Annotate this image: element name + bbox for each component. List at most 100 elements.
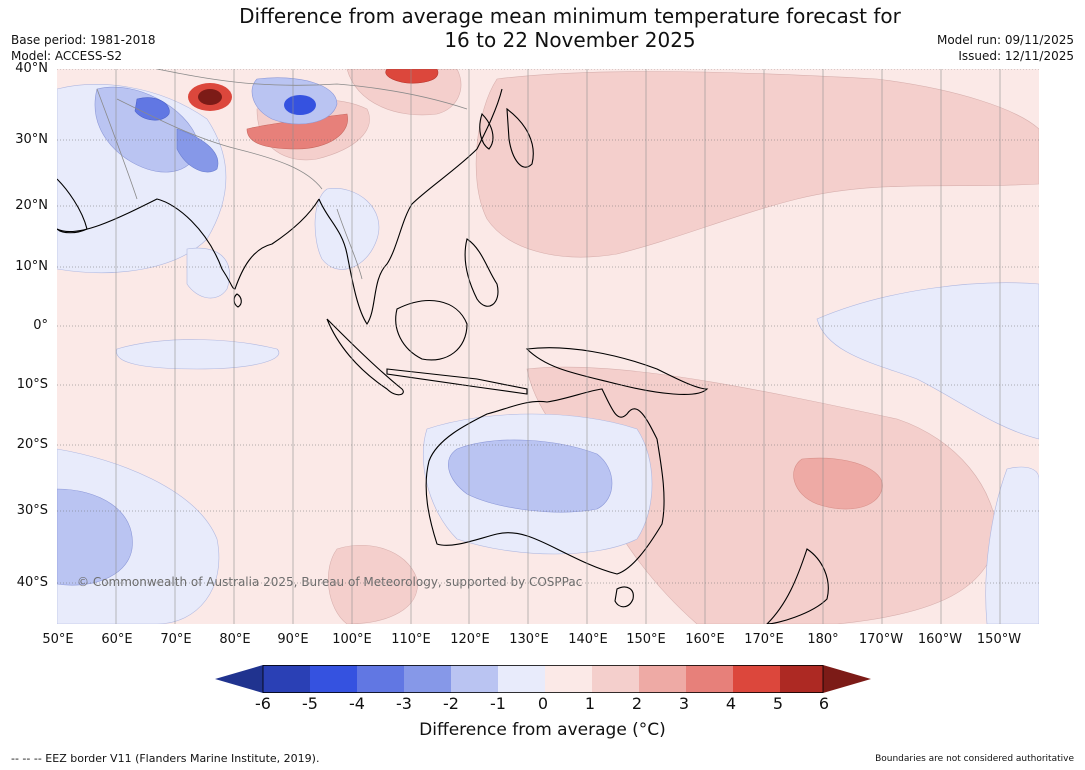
lat-label-30n: 30°N bbox=[15, 132, 48, 147]
colorbar-swatch bbox=[357, 665, 404, 693]
coast-java bbox=[386, 368, 528, 395]
meta-left: Base period: 1981-2018 Model: ACCESS-S2 bbox=[11, 32, 156, 64]
lon-label-180: 180° bbox=[807, 632, 839, 647]
warm-region-north-china bbox=[346, 69, 462, 116]
coast-sri-lanka bbox=[233, 293, 242, 308]
coast-new-zealand bbox=[766, 548, 829, 624]
colorbar-tick: 6 bbox=[818, 694, 830, 713]
eez-border-note: -- -- -- EEZ border V11 (Flanders Marine… bbox=[11, 752, 320, 765]
boundaries-disclaimer: Boundaries are not considered authoritat… bbox=[875, 754, 1074, 764]
lon-label-80e: 80°E bbox=[219, 632, 251, 647]
hot-spot-tarim-core bbox=[198, 89, 222, 105]
colorbar-swatch bbox=[310, 665, 357, 693]
lat-label-40s: 40°S bbox=[16, 575, 48, 590]
lat-label-30s: 30°S bbox=[16, 503, 48, 518]
meta-right: Model run: 09/11/2025 Issued: 12/11/2025 bbox=[937, 32, 1074, 64]
colorbar-tick: -5 bbox=[302, 694, 318, 713]
lon-label-50e: 50°E bbox=[42, 632, 74, 647]
coast-arabia bbox=[57, 178, 88, 234]
anomaly-warm-regions bbox=[188, 69, 1039, 624]
map-svg bbox=[57, 69, 1039, 624]
title-line-2: 16 to 22 November 2025 bbox=[444, 28, 696, 52]
border-china-mongolia bbox=[156, 69, 468, 110]
forecast-map bbox=[57, 69, 1039, 624]
colorbar-tick: -2 bbox=[443, 694, 459, 713]
title-line-1: Difference from average mean minimum tem… bbox=[239, 4, 901, 28]
coast-indochina-china bbox=[318, 88, 503, 325]
colorbar-tick: 0 bbox=[537, 694, 549, 713]
colorbar-swatch bbox=[451, 665, 498, 693]
lon-label-100e: 100°E bbox=[332, 632, 372, 647]
coast-japan bbox=[506, 107, 534, 168]
colorbar-swatch bbox=[545, 665, 592, 693]
copyright-notice: © Commonwealth of Australia 2025, Bureau… bbox=[77, 575, 583, 589]
cool-region-tibetan-plateau bbox=[176, 128, 219, 173]
issued-date: Issued: 12/11/2025 bbox=[958, 49, 1074, 63]
lat-label-20s: 20°S bbox=[16, 437, 48, 452]
model-run: Model run: 09/11/2025 bbox=[936, 33, 1074, 47]
colorbar-extend-low bbox=[215, 665, 263, 693]
lon-label-160e: 160°E bbox=[685, 632, 725, 647]
lon-label-160w: 160°W bbox=[917, 632, 963, 647]
coast-philippines bbox=[464, 238, 499, 307]
cold-spot-qinghai bbox=[284, 95, 316, 115]
cooler-region-south-indian-ocean bbox=[57, 488, 133, 586]
warm-region-west-pacific bbox=[475, 71, 1039, 258]
cool-region-himalaya bbox=[94, 86, 198, 173]
cool-region-indian-ocean bbox=[116, 339, 280, 370]
colorbar-label: Difference from average (°C) bbox=[419, 720, 666, 740]
cold-region-himalaya bbox=[134, 97, 170, 121]
lat-label-20n: 20°N bbox=[15, 198, 48, 213]
strong-warm-region-north bbox=[385, 69, 439, 84]
border-pakistan bbox=[96, 88, 138, 200]
lon-label-90e: 90°E bbox=[277, 632, 309, 647]
lon-label-150w: 150°W bbox=[976, 632, 1022, 647]
coast-new-guinea bbox=[525, 347, 709, 395]
lat-label-10s: 10°S bbox=[16, 377, 48, 392]
coast-india bbox=[57, 198, 320, 290]
warm-region-tasman bbox=[793, 457, 883, 510]
lon-label-170e: 170°E bbox=[744, 632, 784, 647]
colorbar-tick: -4 bbox=[349, 694, 365, 713]
colorbar-swatch bbox=[404, 665, 451, 693]
coast-borneo bbox=[395, 300, 468, 361]
cool-region-southeast-pacific bbox=[985, 466, 1039, 624]
colorbar bbox=[215, 665, 871, 693]
colorbar-swatch bbox=[263, 665, 310, 693]
coastlines bbox=[57, 88, 829, 624]
colorbar-swatch bbox=[686, 665, 733, 693]
colorbar-swatch bbox=[733, 665, 780, 693]
border-india-china bbox=[116, 98, 323, 190]
colorbar-outline bbox=[262, 665, 824, 693]
coast-australia bbox=[425, 388, 665, 575]
colorbar-swatch bbox=[498, 665, 545, 693]
colorbar-tick: 2 bbox=[631, 694, 643, 713]
warm-region-south-atlantic bbox=[327, 544, 418, 624]
model-name: Model: ACCESS-S2 bbox=[11, 49, 123, 63]
lon-label-60e: 60°E bbox=[101, 632, 133, 647]
lat-label-0: 0° bbox=[33, 318, 48, 333]
colorbar-tick: -6 bbox=[255, 694, 271, 713]
colorbar-tick: 3 bbox=[678, 694, 690, 713]
lon-label-150e: 150°E bbox=[626, 632, 666, 647]
coast-korea bbox=[479, 112, 494, 150]
lon-label-120e: 120°E bbox=[450, 632, 490, 647]
country-borders bbox=[96, 69, 468, 280]
colorbar-tick: 4 bbox=[725, 694, 737, 713]
cooler-region-central-australia bbox=[448, 439, 613, 513]
colorbar-swatch bbox=[592, 665, 639, 693]
lon-label-110e: 110°E bbox=[391, 632, 431, 647]
colorbar-tick: 5 bbox=[772, 694, 784, 713]
coast-tasmania bbox=[614, 586, 634, 608]
lat-label-10n: 10°N bbox=[15, 259, 48, 274]
meridians bbox=[115, 69, 1001, 624]
map-title: Difference from average mean minimum tem… bbox=[0, 4, 1085, 52]
lat-label-40n: 40°N bbox=[15, 61, 48, 76]
colorbar-tick: 1 bbox=[584, 694, 596, 713]
colorbar-extend-high bbox=[823, 665, 871, 693]
lon-label-140e: 140°E bbox=[568, 632, 608, 647]
colorbar-swatch bbox=[780, 665, 823, 693]
border-indochina bbox=[336, 208, 363, 280]
base-period: Base period: 1981-2018 bbox=[11, 33, 156, 47]
lon-label-170w: 170°W bbox=[858, 632, 904, 647]
